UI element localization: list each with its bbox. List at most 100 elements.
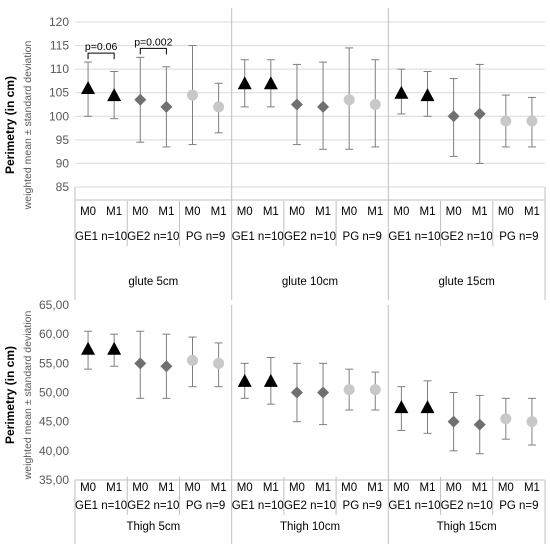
mean-marker-triangle [237, 373, 252, 387]
point-label: M0 [80, 206, 96, 218]
mean-marker-diamond [134, 357, 147, 370]
mean-marker-triangle [263, 373, 278, 387]
point-label: M1 [420, 206, 436, 218]
point-label: M0 [498, 206, 514, 218]
mean-marker-triangle [394, 400, 409, 414]
mean-marker-triangle [81, 341, 96, 355]
point-label: M0 [393, 482, 409, 494]
subgroup-label: GE2 n=10 [441, 500, 493, 512]
point-label: M0 [185, 206, 201, 218]
mean-marker-circle [213, 101, 225, 113]
mean-marker-triangle [263, 76, 278, 90]
point-label: M0 [446, 206, 462, 218]
group-label: Thigh 10cm [280, 521, 340, 533]
point-label: M1 [158, 482, 174, 494]
point-label: M1 [263, 482, 279, 494]
y-tick-label: 60,00 [39, 327, 69, 341]
glute-perimetry-chart: 85 90 95 100 105 110 115 120 Perimetry (in cm) we… [3, 8, 546, 300]
mean-marker-diamond [447, 110, 460, 123]
point-label: M1 [315, 482, 331, 494]
y-tick-label: 45,00 [39, 415, 69, 429]
subgroup-label: PG n=9 [499, 231, 538, 243]
mean-marker-diamond [317, 100, 330, 113]
mean-marker-circle [187, 89, 198, 101]
y-tick-label: 110 [50, 62, 69, 76]
point-label: M1 [472, 206, 488, 218]
y-tick-label: 105 [49, 86, 69, 100]
mean-marker-diamond [134, 93, 147, 106]
mean-marker-triangle [81, 81, 96, 94]
point-label: M1 [106, 206, 122, 218]
subgroup-label: GE1 n=10 [388, 231, 440, 243]
y-axis-title: Perimetry (in cm) [3, 346, 17, 444]
subgroup-label: PG n=9 [499, 500, 538, 512]
point-label: M1 [315, 206, 331, 218]
mean-marker-circle [500, 413, 512, 425]
point-label: M0 [393, 206, 409, 218]
point-label: M0 [185, 482, 201, 494]
mean-marker-circle [526, 115, 538, 127]
subgroup-label: PG n=9 [186, 500, 225, 512]
mean-marker-triangle [237, 76, 252, 90]
y-tick-label: 50,00 [39, 386, 69, 400]
point-label: M0 [341, 206, 357, 218]
subgroup-label: GE1 n=10 [388, 500, 440, 512]
mean-marker-triangle [420, 88, 435, 102]
group-label: glute 10cm [282, 276, 338, 288]
mean-marker-diamond [473, 107, 486, 120]
subgroup-label: GE2 n=10 [441, 231, 493, 243]
mean-marker-circle [369, 99, 381, 110]
point-label: M1 [211, 482, 227, 494]
point-label: M1 [472, 482, 488, 494]
point-label: M1 [367, 482, 383, 494]
subgroup-label: PG n=9 [343, 500, 382, 512]
subgroup-label: GE2 n=10 [284, 231, 336, 243]
mean-marker-circle [369, 384, 381, 396]
y-axis-title: Perimetry (in cm) [3, 76, 17, 174]
mean-marker-diamond [160, 360, 173, 373]
point-label: M0 [237, 482, 253, 494]
point-label: M1 [420, 482, 436, 494]
mean-marker-circle [213, 357, 225, 369]
point-label: M1 [263, 206, 279, 218]
mean-marker-triangle [107, 341, 122, 355]
subgroup-label: GE2 n=10 [284, 500, 336, 512]
subgroup-label: GE1 n=10 [75, 231, 127, 243]
significance-label: p=0.06 [85, 41, 118, 53]
subgroup-label: PG n=9 [186, 231, 225, 243]
mean-marker-circle [343, 384, 355, 396]
point-label: M1 [367, 206, 383, 218]
point-label: M0 [289, 482, 305, 494]
point-label: M0 [341, 482, 357, 494]
subgroup-label: GE2 n=10 [127, 500, 179, 512]
y-tick-label: 120 [49, 15, 69, 29]
point-label: M1 [524, 206, 540, 218]
mean-marker-diamond [447, 415, 460, 428]
significance-bracket [139, 47, 167, 55]
group-label: glute 5cm [128, 276, 178, 288]
point-label: M1 [524, 482, 540, 494]
mean-marker-circle [343, 94, 355, 106]
y-tick-label: 115 [50, 39, 69, 53]
point-label: M1 [106, 482, 122, 494]
y-tick-label: 65,00 [39, 298, 69, 312]
y-axis-subtitle: weighted mean ± standard deviation [22, 311, 34, 481]
point-label: M0 [132, 206, 148, 218]
significance-label: p=0.002 [134, 36, 172, 48]
mean-marker-diamond [290, 386, 303, 399]
significance-bracket [87, 52, 115, 60]
mean-marker-circle [500, 115, 512, 127]
point-label: M0 [289, 206, 305, 218]
mean-marker-triangle [394, 85, 409, 99]
mean-marker-diamond [317, 386, 330, 399]
mean-marker-circle [187, 354, 198, 366]
y-tick-label: 55,00 [39, 356, 69, 370]
mean-marker-diamond [473, 418, 486, 431]
point-label: M0 [446, 482, 462, 494]
subgroup-label: GE1 n=10 [232, 500, 284, 512]
group-label: Thigh 5cm [126, 521, 180, 533]
subgroup-label: GE1 n=10 [232, 231, 284, 243]
mean-marker-diamond [160, 100, 173, 113]
y-tick-label: 40,00 [39, 444, 69, 458]
